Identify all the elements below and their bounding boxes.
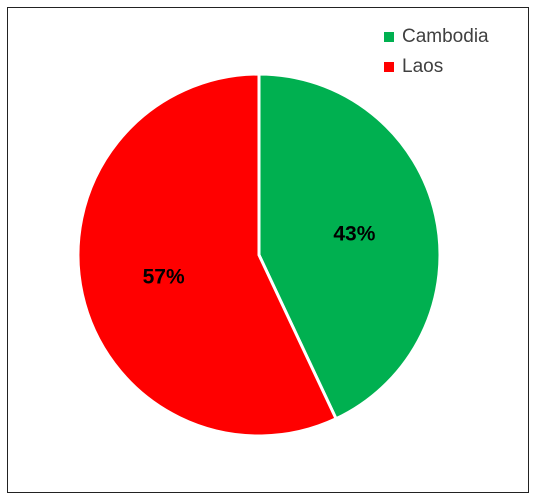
legend-swatch-laos bbox=[384, 62, 394, 72]
legend-label-laos: Laos bbox=[402, 56, 444, 77]
legend-label-cambodia: Cambodia bbox=[402, 26, 489, 47]
legend-item-cambodia: Cambodia bbox=[384, 22, 489, 52]
legend-swatch-cambodia bbox=[384, 32, 394, 42]
pie-slice-cambodia bbox=[257, 72, 442, 421]
legend-item-laos: Laos bbox=[384, 52, 489, 82]
legend: Cambodia Laos bbox=[384, 22, 489, 82]
pie-slices bbox=[76, 72, 442, 438]
pie-labels: 43% 57% bbox=[143, 223, 376, 289]
pie-slice-laos bbox=[76, 72, 339, 438]
pie-label-laos: 57% bbox=[143, 265, 185, 288]
pie-label-cambodia: 43% bbox=[333, 223, 375, 246]
